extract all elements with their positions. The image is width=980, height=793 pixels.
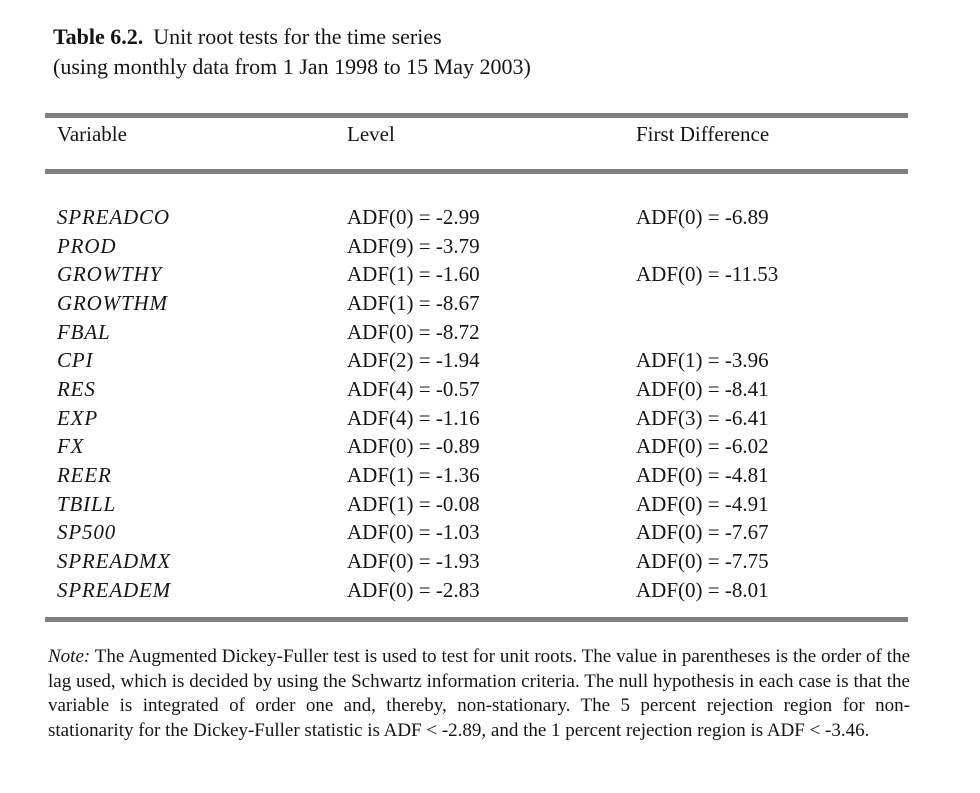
table-row: EXP ADF(4) = -1.16 ADF(3) = -6.41 [45, 404, 908, 433]
table-row: TBILL ADF(1) = -0.08 ADF(0) = -4.91 [45, 490, 908, 519]
table-title-text: Unit root tests for the time series [153, 24, 442, 49]
table-row: GROWTHY ADF(1) = -1.60 ADF(0) = -11.53 [45, 260, 908, 289]
cell-level: ADF(0) = -1.03 [347, 520, 480, 545]
cell-first-difference [636, 289, 908, 318]
cell-level: ADF(0) = -8.72 [347, 319, 480, 344]
table-body: SPREADCO ADF(0) = -2.99 ADF(0) = -6.89 P… [45, 203, 908, 604]
table-row: FX ADF(0) = -0.89 ADF(0) = -6.02 [45, 432, 908, 461]
cell-first-difference: ADF(0) = -6.02 [636, 434, 769, 459]
cell-level: ADF(0) = -2.99 [347, 205, 480, 229]
cell-variable: RES [57, 376, 96, 401]
cell-first-difference [636, 232, 908, 261]
table-footnote: Note: The Augmented Dickey-Fuller test i… [48, 645, 910, 743]
cell-level: ADF(1) = -1.60 [347, 262, 480, 287]
cell-first-difference: ADF(1) = -3.96 [636, 348, 769, 373]
cell-first-difference: ADF(0) = -11.53 [636, 262, 779, 287]
table-row: SPREADEM ADF(0) = -2.83 ADF(0) = -8.01 [45, 576, 908, 605]
cell-first-difference: ADF(0) = -4.91 [636, 491, 769, 516]
table-row: SP500 ADF(0) = -1.03 ADF(0) = -7.67 [45, 518, 908, 547]
cell-variable: REER [57, 462, 112, 487]
table-subtitle: (using monthly data from 1 Jan 1998 to 1… [53, 54, 531, 79]
cell-level: ADF(0) = -0.89 [347, 434, 480, 459]
cell-first-difference: ADF(3) = -6.41 [636, 405, 769, 430]
table-row: CPI ADF(2) = -1.94 ADF(1) = -3.96 [45, 346, 908, 375]
table-row: GROWTHM ADF(1) = -8.67 [45, 289, 908, 318]
cell-variable: TBILL [57, 491, 117, 516]
column-header-level: Level [347, 122, 395, 146]
table-row: PROD ADF(9) = -3.79 [45, 232, 908, 261]
cell-first-difference: ADF(0) = -4.81 [636, 462, 769, 487]
table-bottom-rule [45, 617, 908, 622]
cell-level: ADF(1) = -0.08 [347, 491, 480, 516]
cell-variable: GROWTHM [57, 290, 168, 315]
cell-first-difference: ADF(0) = -8.41 [636, 376, 769, 401]
cell-first-difference: ADF(0) = -6.89 [636, 205, 769, 229]
cell-level: ADF(4) = -0.57 [347, 376, 480, 401]
cell-level: ADF(1) = -1.36 [347, 462, 480, 487]
cell-variable: SPREADEM [57, 577, 172, 602]
cell-level: ADF(4) = -1.16 [347, 405, 480, 430]
cell-variable: CPI [57, 348, 94, 373]
table-header-rule [45, 169, 908, 174]
footnote-label: Note: [48, 646, 91, 667]
table-top-rule [45, 113, 908, 118]
cell-variable: FX [57, 434, 85, 459]
cell-level: ADF(0) = -2.83 [347, 577, 480, 602]
table-header-row: Variable Level First Difference [45, 122, 908, 147]
cell-level: ADF(2) = -1.94 [347, 348, 480, 373]
table-caption: Table 6.2. Unit root tests for the time s… [53, 22, 531, 82]
cell-level: ADF(0) = -1.93 [347, 548, 480, 573]
table-row: REER ADF(1) = -1.36 ADF(0) = -4.81 [45, 461, 908, 490]
cell-variable: FBAL [57, 319, 111, 344]
cell-level: ADF(9) = -3.79 [347, 233, 480, 258]
cell-first-difference: ADF(0) = -7.75 [636, 548, 769, 573]
table-row: RES ADF(4) = -0.57 ADF(0) = -8.41 [45, 375, 908, 404]
cell-variable: SPREADCO [57, 205, 170, 229]
cell-first-difference [636, 318, 908, 347]
table-row: SPREADCO ADF(0) = -2.99 ADF(0) = -6.89 [45, 203, 908, 232]
cell-first-difference: ADF(0) = -7.67 [636, 520, 769, 545]
table-caption-line1: Table 6.2. Unit root tests for the time s… [53, 22, 531, 52]
cell-variable: SP500 [57, 520, 117, 545]
column-header-first-difference: First Difference [636, 122, 770, 146]
cell-variable: PROD [57, 233, 117, 258]
table-row: FBAL ADF(0) = -8.72 [45, 318, 908, 347]
table-number: Table 6.2. [53, 24, 144, 49]
table-row: SPREADMX ADF(0) = -1.93 ADF(0) = -7.75 [45, 547, 908, 576]
cell-variable: SPREADMX [57, 548, 172, 573]
cell-variable: GROWTHY [57, 262, 163, 287]
cell-first-difference: ADF(0) = -8.01 [636, 577, 769, 602]
cell-level: ADF(1) = -8.67 [347, 290, 480, 315]
footnote-text: The Augmented Dickey-Fuller test is used… [48, 646, 910, 741]
cell-variable: EXP [57, 405, 99, 430]
column-header-variable: Variable [57, 122, 127, 146]
